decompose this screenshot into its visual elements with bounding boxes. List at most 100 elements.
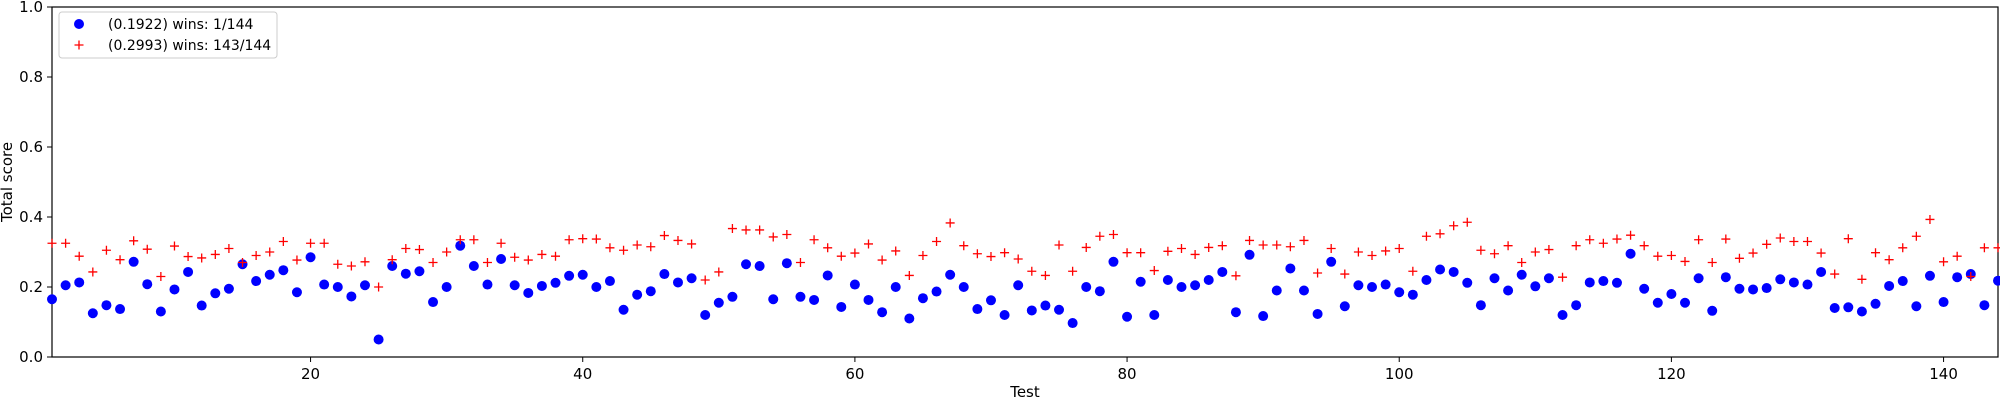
data-point-plus bbox=[1231, 271, 1241, 281]
data-point-plus bbox=[632, 240, 642, 250]
data-point-plus bbox=[115, 255, 125, 265]
data-point-plus bbox=[523, 255, 533, 265]
data-point-circle bbox=[278, 265, 289, 276]
data-point-circle bbox=[1625, 248, 1636, 259]
data-point-plus bbox=[1421, 231, 1431, 241]
data-point-circle bbox=[781, 258, 792, 269]
y-tick-label: 0.0 bbox=[19, 348, 43, 366]
data-point-circle bbox=[87, 308, 98, 319]
data-point-plus bbox=[700, 275, 710, 285]
data-point-plus bbox=[1871, 248, 1881, 258]
data-point-circle bbox=[373, 334, 384, 345]
data-point-plus bbox=[1939, 257, 1949, 267]
data-point-circle bbox=[115, 304, 126, 315]
data-point-circle bbox=[1135, 276, 1146, 287]
data-point-circle bbox=[1298, 285, 1309, 296]
data-point-circle bbox=[1652, 297, 1663, 308]
data-point-plus bbox=[47, 238, 57, 248]
data-point-plus bbox=[496, 238, 506, 248]
y-tick-label: 0.8 bbox=[19, 68, 43, 86]
data-point-circle bbox=[332, 282, 343, 292]
data-point-circle bbox=[536, 280, 547, 291]
y-axis-label: Total score bbox=[0, 142, 16, 223]
data-point-plus bbox=[101, 245, 111, 255]
data-point-plus bbox=[510, 252, 520, 262]
data-point-circle bbox=[169, 284, 180, 295]
series-blue-circles bbox=[47, 240, 2000, 345]
data-point-plus bbox=[1136, 248, 1146, 258]
data-point-circle bbox=[482, 279, 493, 290]
x-tick-label: 40 bbox=[573, 365, 592, 383]
data-point-circle bbox=[591, 282, 602, 292]
data-point-plus bbox=[1367, 251, 1377, 260]
data-point-circle bbox=[1557, 310, 1568, 320]
data-point-circle bbox=[1843, 302, 1854, 313]
data-point-circle bbox=[1816, 266, 1827, 277]
data-point-plus bbox=[482, 258, 492, 267]
data-point-plus bbox=[673, 235, 683, 245]
data-point-circle bbox=[1026, 305, 1037, 316]
data-point-plus bbox=[455, 235, 465, 245]
data-point-circle bbox=[1067, 318, 1078, 329]
data-point-circle bbox=[251, 276, 262, 287]
data-point-circle bbox=[223, 283, 234, 294]
data-point-circle bbox=[795, 291, 806, 302]
data-point-circle bbox=[1190, 280, 1201, 291]
data-point-plus bbox=[1748, 248, 1758, 258]
data-point-circle bbox=[1693, 273, 1704, 284]
data-point-plus bbox=[442, 247, 452, 257]
data-point-plus bbox=[360, 257, 370, 267]
legend-plus-path bbox=[74, 40, 84, 50]
data-point-circle bbox=[1353, 280, 1364, 291]
data-point-circle bbox=[1938, 297, 1949, 308]
data-point-circle bbox=[713, 297, 724, 308]
data-point-circle bbox=[917, 293, 928, 304]
data-point-plus bbox=[1449, 221, 1459, 231]
data-point-circle bbox=[645, 286, 656, 297]
data-point-plus bbox=[1122, 248, 1132, 258]
data-point-circle bbox=[945, 269, 956, 280]
data-point-circle bbox=[1598, 276, 1609, 287]
data-point-plus bbox=[1177, 244, 1186, 253]
data-point-circle bbox=[659, 269, 670, 280]
data-point-plus bbox=[1245, 235, 1255, 245]
data-point-plus bbox=[959, 241, 969, 251]
data-point-plus bbox=[374, 282, 384, 292]
data-point-circle bbox=[1884, 280, 1895, 291]
data-point-plus bbox=[469, 235, 479, 245]
data-point-plus bbox=[333, 259, 343, 269]
data-point-circle bbox=[890, 282, 901, 292]
data-point-plus bbox=[1775, 233, 1785, 243]
x-axis-label: Test bbox=[1009, 383, 1040, 400]
data-point-plus bbox=[1789, 237, 1799, 246]
data-point-circle bbox=[101, 300, 112, 311]
x-tick-label: 140 bbox=[1929, 365, 1958, 383]
data-point-circle bbox=[1312, 308, 1323, 319]
data-point-circle bbox=[1829, 303, 1840, 313]
data-point-circle bbox=[1571, 300, 1582, 311]
data-point-plus bbox=[1979, 243, 1989, 253]
plot-area bbox=[47, 6, 2000, 358]
data-point-plus bbox=[877, 255, 887, 265]
data-point-plus bbox=[768, 232, 778, 242]
data-point-plus bbox=[809, 235, 819, 245]
data-point-plus bbox=[1149, 266, 1159, 276]
data-point-circle bbox=[904, 313, 915, 324]
data-point-plus bbox=[251, 251, 261, 260]
data-point-plus bbox=[1694, 235, 1704, 245]
data-point-plus bbox=[891, 246, 901, 256]
data-point-circle bbox=[1720, 272, 1731, 283]
data-point-plus bbox=[183, 252, 193, 262]
data-point-circle bbox=[496, 254, 507, 264]
data-point-plus bbox=[646, 242, 656, 252]
data-point-plus bbox=[1911, 231, 1921, 241]
data-point-plus bbox=[1313, 268, 1323, 278]
data-point-plus bbox=[945, 218, 955, 228]
data-point-plus bbox=[238, 258, 248, 267]
data-point-circle bbox=[1367, 282, 1378, 292]
data-point-circle bbox=[1217, 266, 1228, 277]
legend-plus-marker bbox=[74, 40, 84, 50]
data-point-plus bbox=[1925, 214, 1935, 224]
data-point-circle bbox=[1802, 279, 1813, 290]
data-point-plus bbox=[714, 267, 724, 277]
